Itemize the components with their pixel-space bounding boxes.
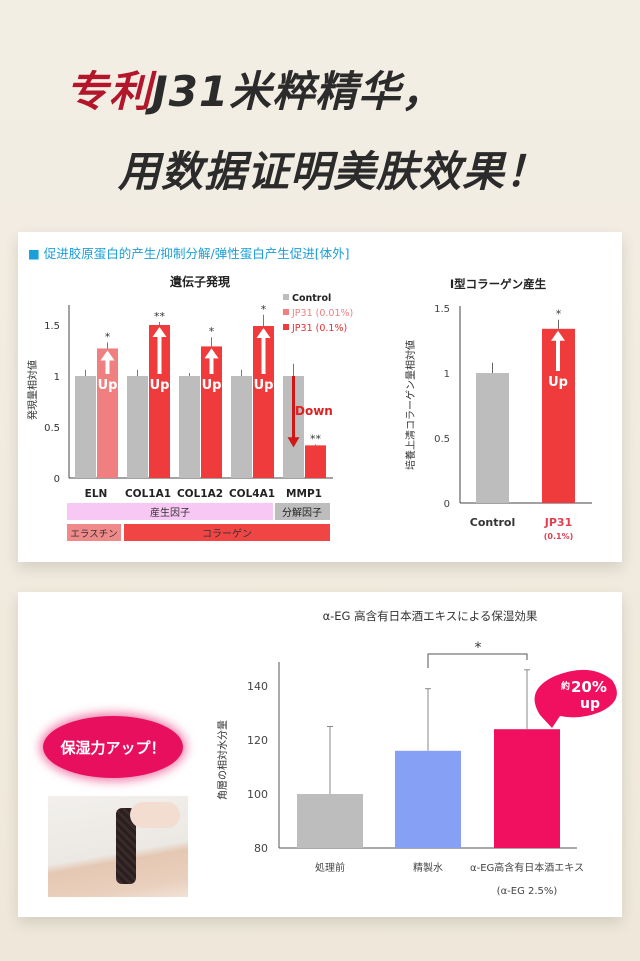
callout-bubble xyxy=(534,669,617,728)
chart-title: 遺伝子発現 xyxy=(169,274,230,289)
subheadline: 用数据证明美肤效果！ xyxy=(118,147,549,196)
chart-title: I型コラーゲン産生 xyxy=(450,277,547,291)
up-arrow-head-icon xyxy=(204,348,219,359)
y-tick-label: 0.5 xyxy=(44,423,60,434)
callout-prefix: 約 xyxy=(561,680,570,692)
x-tick-label: MMP1 xyxy=(286,488,322,500)
subgroup-label: エラスチン xyxy=(70,529,117,540)
up-label: Up xyxy=(548,375,568,390)
chart-gene-expression: 遺伝子発現 0 0.5 1 1.5 発現量相対値 Control JP31 (0.01%) JP… xyxy=(26,274,353,541)
device-photo xyxy=(48,796,188,897)
bar xyxy=(476,373,509,503)
subgroup-band-elastin xyxy=(67,524,121,541)
up-arrow-head-icon xyxy=(100,350,115,361)
significance-mark: * xyxy=(475,640,482,656)
significance-bracket xyxy=(427,653,528,668)
up-label: Up xyxy=(150,378,170,393)
callout-suffix: up xyxy=(580,696,600,712)
x-tick-note: (0.1%) xyxy=(544,532,574,541)
up-arrow-head-icon xyxy=(152,327,167,337)
y-tick-label: 100 xyxy=(247,788,268,801)
bar xyxy=(494,729,560,848)
x-tick-label: ELN xyxy=(85,488,108,500)
y-tick-label: 1 xyxy=(444,369,450,380)
x-tick-label: 処理前 xyxy=(315,861,345,874)
bar-jp31 xyxy=(149,325,170,478)
x-tick-label: α-EG高含有日本酒エキス xyxy=(470,861,584,874)
y-tick-label: 0 xyxy=(444,499,450,510)
y-axis-label: 発現量相対値 xyxy=(26,360,39,420)
section1-heading: ■ 促进胶原蛋白的产生/抑制分解/弹性蛋白产生促进[体外] xyxy=(28,246,349,261)
y-axis-label: 培養上清コラーゲン量相対値 xyxy=(404,340,417,470)
chart-moisture: α-EG 高含有日本酒エキスによる保湿効果 80 100 120 140 角層の相対水分量… xyxy=(216,609,617,897)
y-tick-label: 80 xyxy=(254,842,268,855)
down-label: Down xyxy=(295,404,333,418)
y-tick-label: 1 xyxy=(54,372,60,383)
bar-jp31 xyxy=(97,348,118,478)
significance-mark: * xyxy=(209,325,215,338)
legend-swatch xyxy=(283,309,289,315)
bar-control xyxy=(75,376,96,478)
significance-mark: * xyxy=(105,330,111,343)
up-label: Up xyxy=(254,378,274,393)
x-tick-label: COL1A2 xyxy=(177,488,223,500)
legend-entry: JP31 (0.01%) xyxy=(291,308,353,319)
x-tick-note: (α-EG 2.5%) xyxy=(497,886,558,897)
x-tick-label: COL1A1 xyxy=(125,488,171,500)
group-label: 分解因子 xyxy=(282,506,322,519)
bar xyxy=(297,794,363,848)
headline: 专利J31米粹精华， xyxy=(66,58,640,119)
legend-entry: Control xyxy=(292,293,331,304)
group-label: 産生因子 xyxy=(150,506,190,519)
group-band-degradation xyxy=(275,503,330,520)
y-tick-label: 0 xyxy=(54,474,60,485)
chart-title: α-EG 高含有日本酒エキスによる保湿効果 xyxy=(323,609,538,623)
significance-mark: * xyxy=(556,308,562,321)
bar-control xyxy=(179,376,200,478)
x-tick-label: JP31 xyxy=(544,516,572,529)
moisture-badge: 保湿力アップ！ xyxy=(43,716,183,778)
significance-mark: * xyxy=(261,303,267,316)
down-arrow-head-icon xyxy=(287,437,300,448)
up-arrow-head-icon xyxy=(256,328,271,339)
y-tick-label: 140 xyxy=(247,680,268,693)
significance-mark: ** xyxy=(310,432,322,445)
bar-control xyxy=(231,376,252,478)
headline-red: 专利 xyxy=(66,67,153,116)
x-tick-label: Control xyxy=(470,516,515,529)
y-tick-label: 120 xyxy=(247,734,268,747)
headline-rest: J31米粹精华， xyxy=(152,67,445,116)
y-tick-label: 1.5 xyxy=(44,321,60,332)
legend-swatch xyxy=(283,294,289,300)
bar-jp31 xyxy=(201,346,222,478)
bar-jp31 xyxy=(305,445,326,478)
significance-mark: ** xyxy=(154,310,166,323)
hand-icon xyxy=(130,802,180,828)
up-arrow-head-icon xyxy=(551,330,565,341)
group-band-production xyxy=(67,503,273,520)
up-label: Up xyxy=(98,378,118,393)
callout-value: 20% xyxy=(571,678,607,696)
bar xyxy=(395,750,461,848)
x-tick-label: 精製水 xyxy=(413,861,443,874)
y-tick-label: 1.5 xyxy=(434,304,450,315)
chart-collagen-production: I型コラーゲン産生 0 0.5 1 1.5 培養上清コラーゲン量相対値 Control JP3… xyxy=(404,277,592,541)
x-tick-label: COL4A1 xyxy=(229,488,275,500)
bar-jp31 xyxy=(253,326,274,478)
y-axis-label: 角層の相対水分量 xyxy=(216,720,229,800)
subgroup-band-collagen xyxy=(124,524,330,541)
subgroup-label: コラーゲン xyxy=(202,528,252,540)
bar-control xyxy=(127,376,148,478)
device-icon xyxy=(116,808,136,884)
legend-entry: JP31 (0.1%) xyxy=(291,323,347,334)
y-tick-label: 0.5 xyxy=(434,434,450,445)
legend-swatch xyxy=(283,324,289,330)
up-label: Up xyxy=(202,378,222,393)
